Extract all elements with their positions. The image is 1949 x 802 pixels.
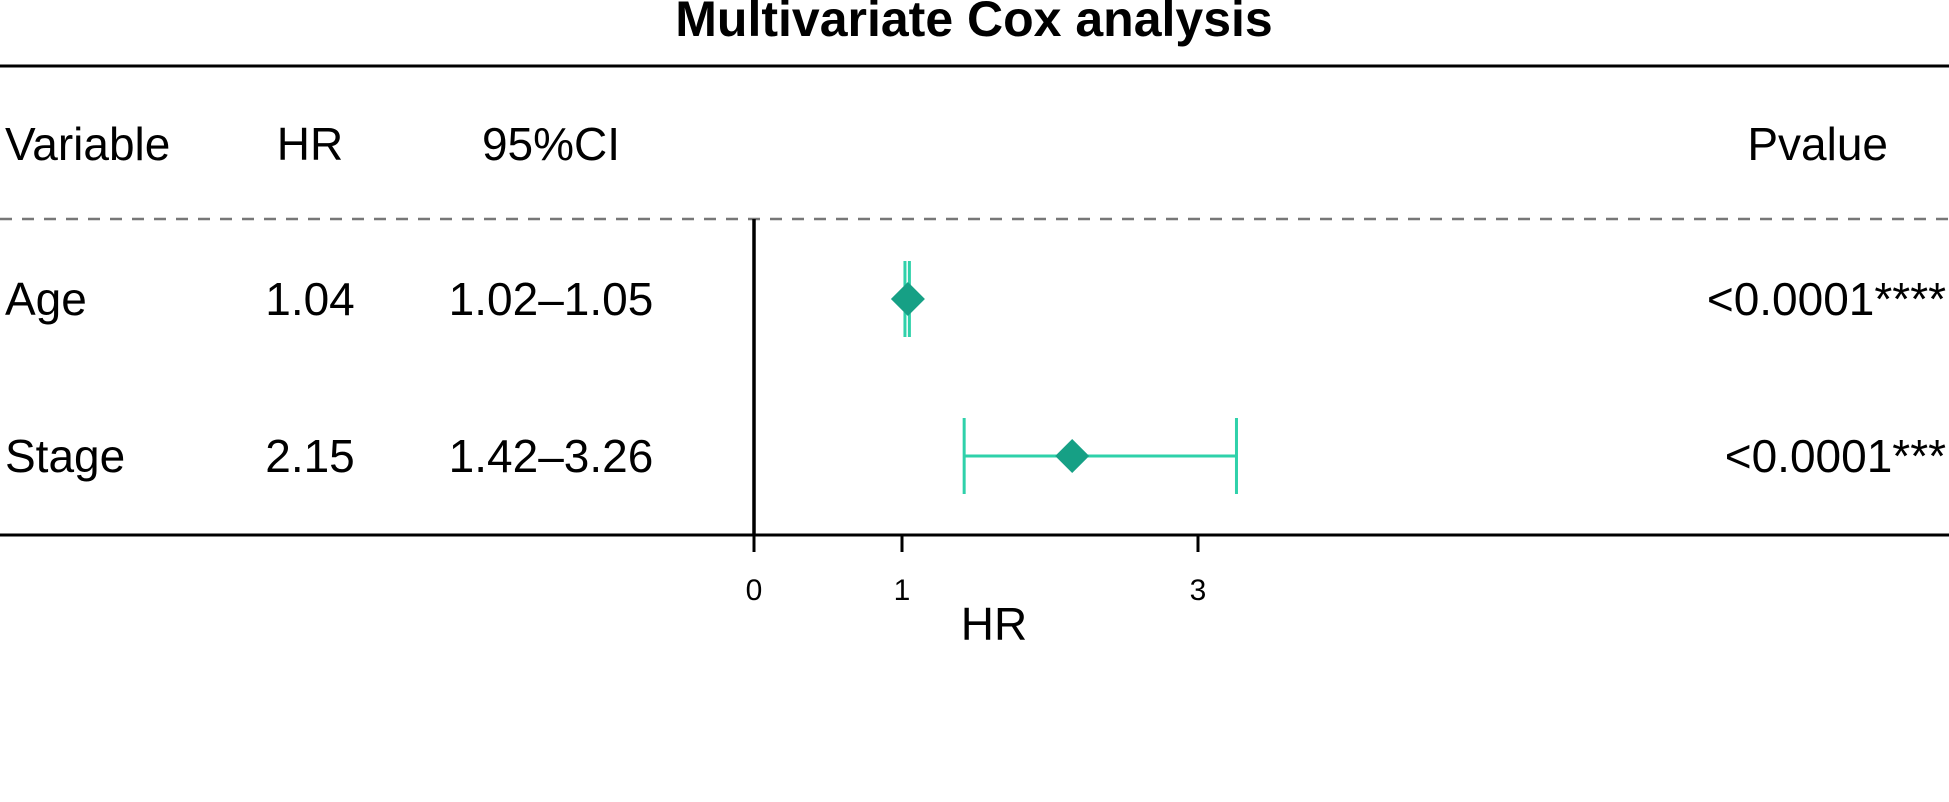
x-tick-label: 1 (894, 574, 911, 607)
header-pvalue: Pvalue (1747, 118, 1888, 170)
row-ci: 1.42–3.26 (449, 430, 654, 482)
row-hr: 2.15 (265, 430, 355, 482)
row-pvalue: <0.0001*** (1725, 430, 1946, 482)
x-tick-label: 3 (1190, 574, 1207, 607)
hr-point-marker (1055, 439, 1090, 473)
chart-title: Multivariate Cox analysis (675, 0, 1272, 47)
row-hr: 1.04 (265, 273, 355, 325)
row-variable: Stage (5, 430, 125, 482)
table-rows: Age 1.04 1.02–1.05 <0.0001**** Stage 2.15 1.42… (5, 261, 1946, 494)
x-axis-label: HR (961, 598, 1027, 650)
hr-point-marker (890, 282, 925, 316)
row-variable: Age (5, 273, 87, 325)
x-tick-label: 0 (746, 574, 763, 607)
header-hr: HR (277, 118, 343, 170)
table-row: Age 1.04 1.02–1.05 <0.0001**** (5, 261, 1946, 337)
x-axis: 0 1 3 (746, 535, 1207, 607)
row-ci: 1.02–1.05 (449, 273, 654, 325)
header-ci: 95%CI (482, 118, 620, 170)
table-row: Stage 2.15 1.42–3.26 <0.0001*** (5, 418, 1946, 494)
header-variable: Variable (5, 118, 170, 170)
row-pvalue: <0.0001**** (1707, 273, 1946, 325)
